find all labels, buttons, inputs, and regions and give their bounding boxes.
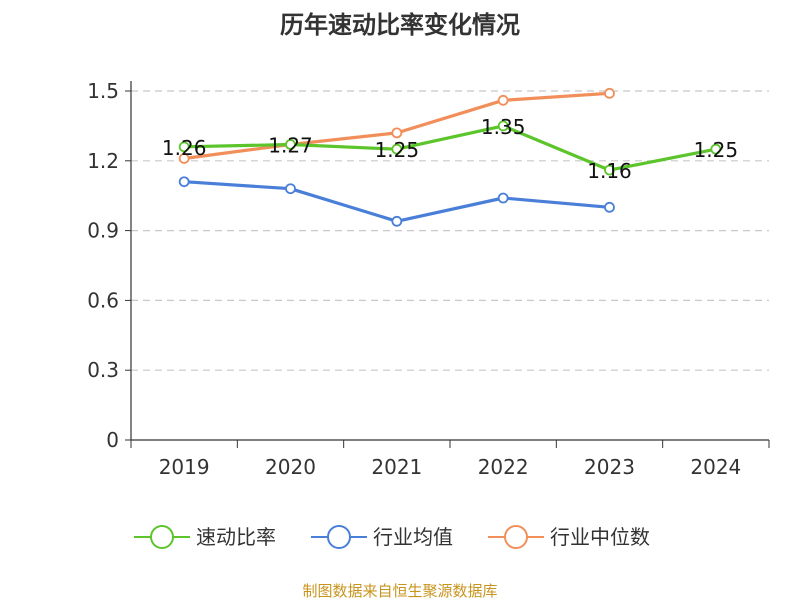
x-tick-label: 2023	[584, 455, 635, 479]
legend-circle-marker	[150, 525, 174, 549]
legend-item[interactable]: 速动比率	[134, 525, 276, 549]
legend-circle-marker	[504, 525, 528, 549]
data-point	[178, 141, 190, 153]
data-point	[391, 127, 403, 139]
series-lines	[182, 91, 718, 223]
x-tick-label: 2020	[265, 455, 316, 479]
data-point	[285, 139, 296, 150]
data-point	[604, 87, 615, 99]
data-point	[604, 164, 615, 176]
data-point	[391, 215, 403, 227]
legend-item[interactable]: 行业中位数	[488, 525, 650, 549]
data-labels: 1.26 1.27 1.25 1.35 1.16 1.25	[162, 115, 738, 183]
source-note: 制图数据来自恒生聚源数据库	[302, 582, 497, 600]
series-line	[182, 180, 612, 223]
data-point	[391, 143, 403, 155]
data-label: 1.26	[162, 136, 207, 160]
series-points	[178, 87, 722, 227]
y-tick-label: 1.2	[87, 149, 119, 173]
x-tick-label: 2021	[371, 455, 422, 479]
y-tick-label: 0	[106, 428, 119, 452]
series-line	[182, 124, 718, 172]
data-label: 1.16	[587, 159, 632, 183]
data-point	[497, 94, 509, 106]
x-tick-label: 2024	[690, 455, 741, 479]
axes: 0 0.3 0.6 0.9 1.2 1.5 2019 2020 2021 2022 2023 2024	[87, 79, 770, 479]
data-label: 1.27	[268, 134, 313, 158]
y-tick-label: 0.3	[87, 358, 119, 382]
y-tick-label: 0.9	[87, 219, 119, 243]
y-tick-label: 1.5	[87, 79, 119, 103]
legend-label: 速动比率	[196, 525, 276, 549]
x-tick-label: 2022	[478, 455, 529, 479]
y-tick-label: 0.6	[87, 288, 119, 312]
legend-label: 行业中位数	[550, 525, 650, 549]
data-label: 1.25	[694, 138, 739, 162]
data-point	[497, 192, 509, 204]
data-label: 1.25	[375, 138, 420, 162]
legend-item[interactable]: 行业均值	[311, 525, 453, 549]
data-label: 1.35	[481, 115, 526, 139]
data-point	[497, 120, 509, 132]
data-point	[178, 153, 190, 164]
chart-title: 历年速动比率变化情况	[280, 11, 520, 39]
legend-circle-marker	[327, 525, 351, 549]
data-point	[710, 143, 722, 155]
grid	[131, 90, 769, 371]
data-point	[604, 201, 615, 213]
data-point	[285, 183, 296, 195]
legend[interactable]: 速动比率 行业均值 行业中位数	[134, 525, 650, 549]
x-tick-label: 2019	[159, 455, 210, 479]
legend-label: 行业均值	[373, 525, 453, 549]
data-point	[178, 176, 190, 188]
